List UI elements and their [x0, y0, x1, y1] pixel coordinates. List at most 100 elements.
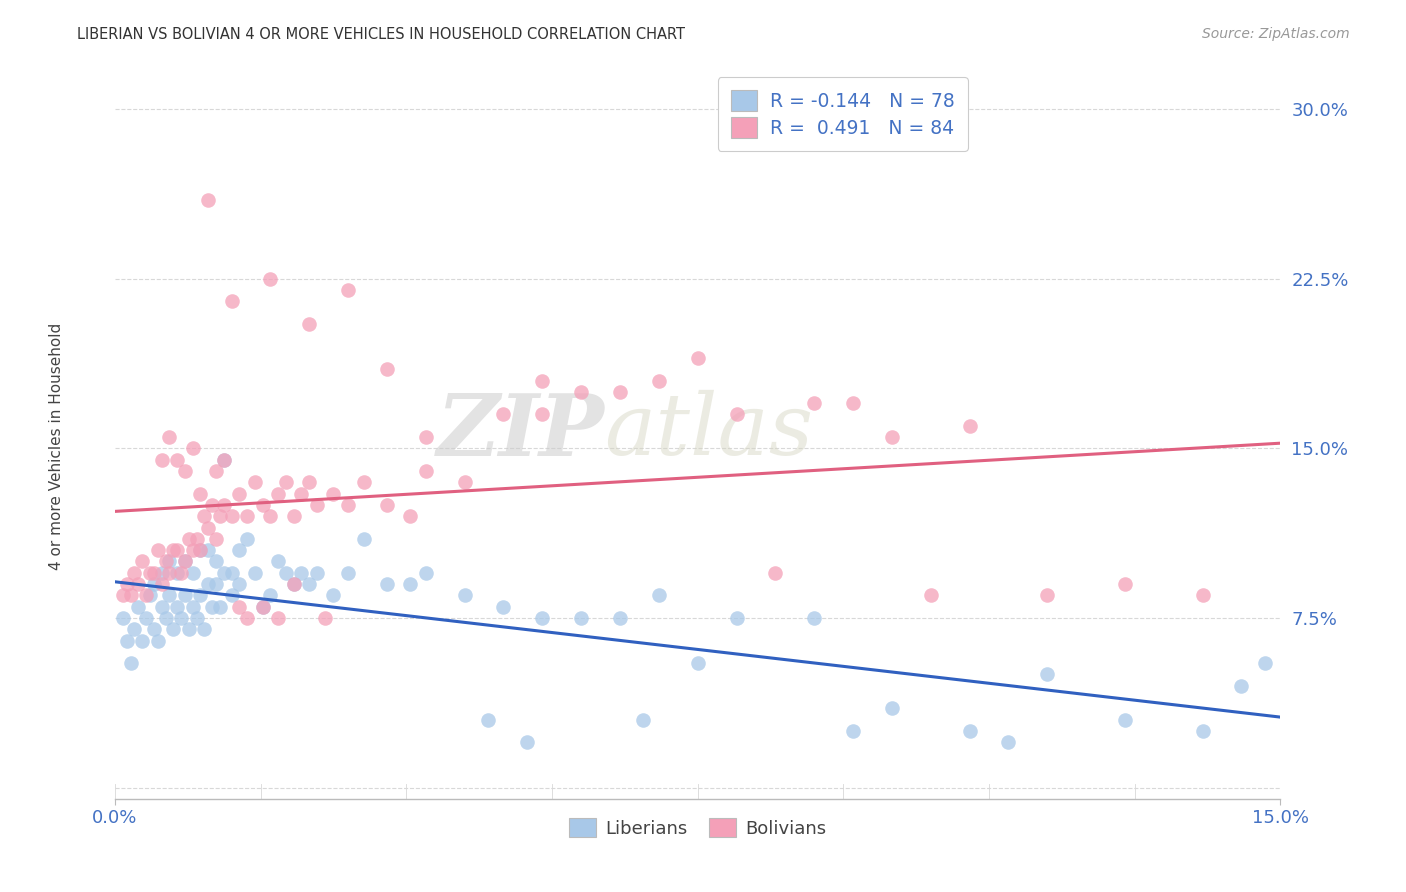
Text: ZIP: ZIP	[437, 390, 605, 473]
Point	[453, 475, 475, 490]
Point	[274, 566, 297, 580]
Point	[353, 532, 375, 546]
Point	[197, 577, 219, 591]
Point	[415, 566, 437, 580]
Point	[174, 554, 197, 568]
Point	[197, 543, 219, 558]
Point	[1230, 679, 1253, 693]
Point	[228, 486, 250, 500]
Point	[190, 543, 212, 558]
Point	[1191, 588, 1213, 602]
Point	[337, 566, 360, 580]
Point	[111, 588, 134, 602]
Point	[314, 611, 336, 625]
Point	[124, 622, 146, 636]
Point	[259, 588, 281, 602]
Point	[228, 577, 250, 591]
Point	[150, 577, 173, 591]
Text: LIBERIAN VS BOLIVIAN 4 OR MORE VEHICLES IN HOUSEHOLD CORRELATION CHART: LIBERIAN VS BOLIVIAN 4 OR MORE VEHICLES …	[77, 27, 685, 42]
Point	[415, 430, 437, 444]
Point	[190, 543, 212, 558]
Point	[166, 452, 188, 467]
Point	[212, 566, 235, 580]
Point	[453, 588, 475, 602]
Point	[267, 486, 290, 500]
Point	[1036, 667, 1059, 681]
Point	[298, 577, 321, 591]
Point	[120, 656, 142, 670]
Point	[186, 611, 208, 625]
Point	[221, 588, 243, 602]
Point	[492, 599, 515, 614]
Point	[252, 599, 274, 614]
Point	[155, 611, 177, 625]
Point	[174, 588, 197, 602]
Point	[205, 554, 228, 568]
Point	[267, 554, 290, 568]
Point	[162, 543, 184, 558]
Point	[181, 599, 204, 614]
Point	[201, 599, 224, 614]
Point	[174, 554, 197, 568]
Point	[150, 452, 173, 467]
Point	[252, 599, 274, 614]
Point	[322, 588, 344, 602]
Point	[208, 599, 231, 614]
Point	[569, 384, 592, 399]
Point	[205, 577, 228, 591]
Point	[142, 622, 165, 636]
Point	[193, 622, 215, 636]
Point	[648, 588, 671, 602]
Point	[492, 408, 515, 422]
Point	[205, 464, 228, 478]
Point	[197, 193, 219, 207]
Point	[353, 475, 375, 490]
Point	[259, 272, 281, 286]
Point	[135, 588, 157, 602]
Point	[959, 724, 981, 739]
Point	[298, 317, 321, 331]
Point	[111, 611, 134, 625]
Point	[155, 554, 177, 568]
Point	[228, 543, 250, 558]
Point	[399, 577, 422, 591]
Point	[221, 509, 243, 524]
Point	[236, 532, 259, 546]
Point	[170, 566, 193, 580]
Point	[283, 509, 305, 524]
Point	[920, 588, 942, 602]
Point	[959, 418, 981, 433]
Point	[212, 498, 235, 512]
Point	[236, 611, 259, 625]
Text: atlas: atlas	[605, 390, 814, 473]
Point	[142, 566, 165, 580]
Point	[516, 735, 538, 749]
Point	[290, 566, 312, 580]
Point	[725, 408, 748, 422]
Point	[1114, 577, 1136, 591]
Point	[157, 554, 180, 568]
Point	[193, 509, 215, 524]
Point	[305, 566, 328, 580]
Point	[212, 452, 235, 467]
Point	[127, 577, 149, 591]
Point	[190, 486, 212, 500]
Point	[1036, 588, 1059, 602]
Point	[531, 408, 554, 422]
Point	[322, 486, 344, 500]
Point	[205, 532, 228, 546]
Point	[157, 430, 180, 444]
Point	[305, 498, 328, 512]
Point	[375, 577, 398, 591]
Point	[166, 566, 188, 580]
Point	[259, 509, 281, 524]
Point	[283, 577, 305, 591]
Point	[120, 588, 142, 602]
Point	[569, 611, 592, 625]
Point	[131, 554, 153, 568]
Point	[181, 566, 204, 580]
Text: 4 or more Vehicles in Household: 4 or more Vehicles in Household	[49, 322, 63, 570]
Point	[842, 396, 865, 410]
Point	[162, 622, 184, 636]
Point	[197, 520, 219, 534]
